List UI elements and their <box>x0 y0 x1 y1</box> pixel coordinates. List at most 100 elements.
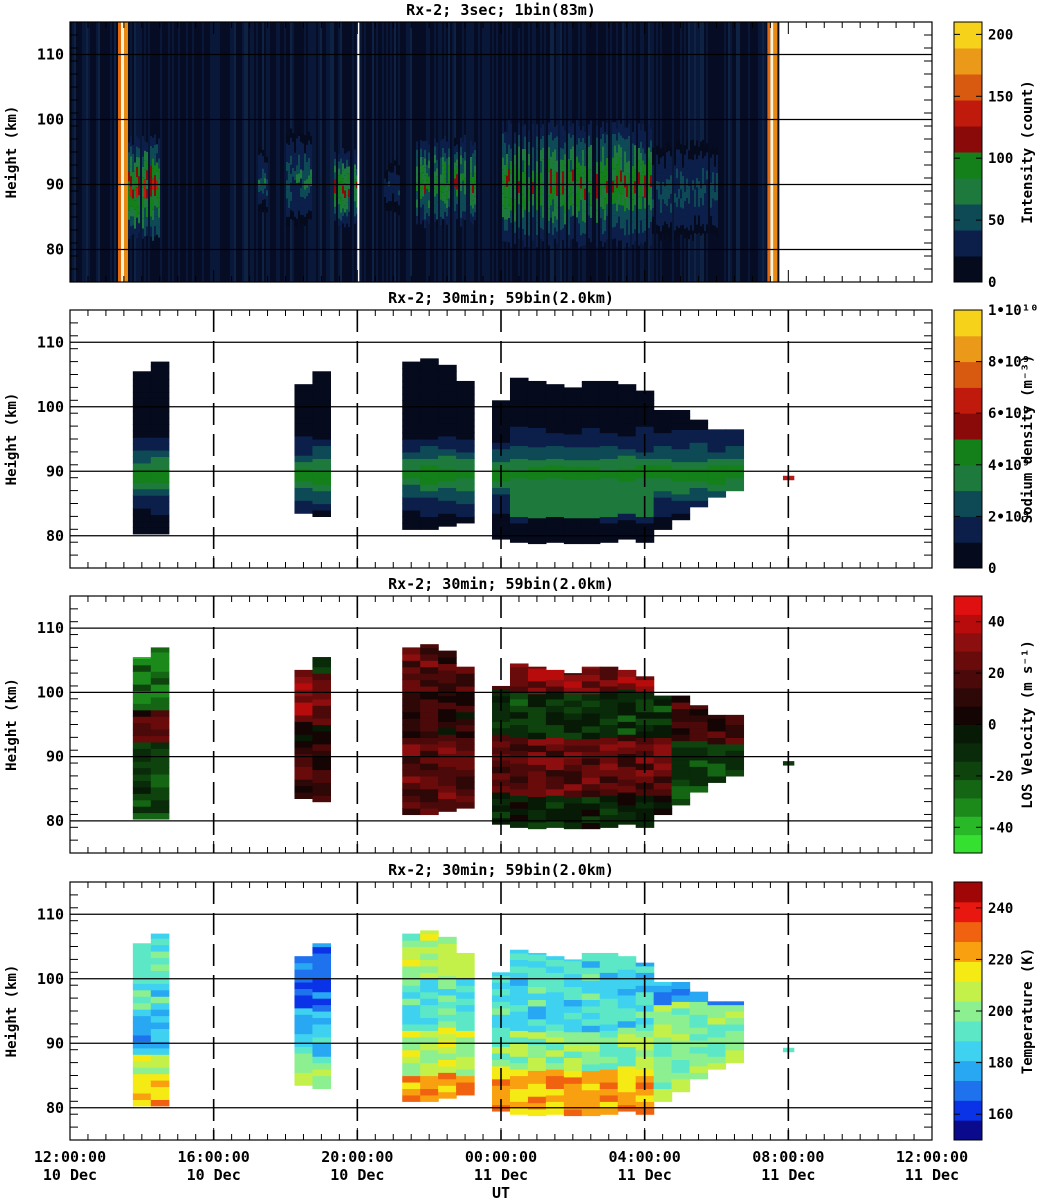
intensity-cell <box>440 174 442 183</box>
intensity-cell <box>462 203 464 212</box>
intensity-cell <box>550 144 552 157</box>
intensity-cell <box>632 154 634 166</box>
intensity-cell <box>710 149 712 158</box>
bin-cell <box>294 1027 314 1035</box>
intensity-cell <box>436 159 438 169</box>
bin-cell <box>653 426 673 434</box>
bin-cell <box>132 970 152 978</box>
bin-cell <box>581 822 601 830</box>
bin-cell <box>294 384 314 392</box>
intensity-cell <box>716 163 718 173</box>
intensity-cell <box>348 151 350 159</box>
bin-cell <box>707 1001 727 1006</box>
intensity-cell <box>292 133 294 142</box>
intensity-cell <box>712 172 714 181</box>
intensity-cell <box>666 206 668 216</box>
intensity-cell <box>338 154 340 162</box>
bin-cell <box>294 1059 314 1067</box>
intensity-cell <box>714 191 716 201</box>
bin-cell <box>599 1088 619 1096</box>
bin-cell <box>150 1092 170 1100</box>
bin-cell <box>581 967 601 975</box>
intensity-cell <box>456 181 458 190</box>
bin-cell <box>438 714 457 722</box>
bin-cell <box>150 475 170 483</box>
intensity-cell <box>440 208 442 217</box>
bin-cell <box>132 391 152 399</box>
intensity-cell <box>448 190 450 199</box>
bin-cell <box>420 795 439 803</box>
intensity-cell <box>560 230 562 242</box>
bin-cell <box>545 516 565 524</box>
intensity-cell <box>552 163 554 176</box>
intensity-cell <box>604 231 606 243</box>
intensity-cell <box>470 148 472 157</box>
bin-cell <box>456 477 475 485</box>
bin-cell <box>527 674 547 682</box>
intensity-cell <box>618 156 620 169</box>
intensity-cell <box>696 140 698 150</box>
bin-cell <box>653 1043 673 1051</box>
colorbar-cell <box>954 779 982 799</box>
bin-cell <box>725 484 745 492</box>
bin-cell <box>132 735 152 743</box>
bin-cell <box>653 782 673 790</box>
intensity-cell <box>344 183 346 191</box>
intensity-cell <box>424 193 426 203</box>
intensity-cell <box>668 218 670 228</box>
intensity-cell <box>618 180 620 193</box>
intensity-cell <box>548 147 550 160</box>
bin-cell <box>402 1017 421 1025</box>
bin-cell <box>294 1046 314 1054</box>
bin-cell <box>707 1036 727 1044</box>
bin-cell <box>617 1007 637 1015</box>
intensity-cell <box>528 223 530 236</box>
intensity-cell <box>612 145 614 158</box>
intensity-cell <box>576 193 578 206</box>
intensity-cell <box>588 192 590 205</box>
intensity-cell <box>662 173 664 183</box>
intensity-cell <box>682 216 684 225</box>
intensity-cell <box>670 165 672 176</box>
intensity-cell <box>640 141 642 153</box>
intensity-cell <box>600 218 602 230</box>
bin-cell <box>402 1036 421 1044</box>
intensity-cell <box>690 149 692 160</box>
y-tick-label: 100 <box>37 970 64 988</box>
bin-cell <box>689 474 709 482</box>
bin-cell <box>438 981 457 990</box>
intensity-cell <box>532 205 534 218</box>
colorbar-tick-label: 0 <box>988 718 996 734</box>
intensity-cell <box>618 192 620 205</box>
twilight-band <box>773 22 778 282</box>
bin-cell <box>671 981 691 990</box>
intensity-cell <box>136 217 138 228</box>
bin-cell <box>563 980 583 988</box>
bin-cell <box>312 943 331 948</box>
intensity-cell <box>626 162 628 174</box>
bin-cell <box>312 445 331 453</box>
bin-cell <box>599 413 619 421</box>
intensity-cell <box>442 174 444 184</box>
intensity-cell <box>668 208 670 219</box>
intensity-cell <box>446 174 448 184</box>
intensity-cell <box>156 198 158 208</box>
bin-cell <box>527 680 547 688</box>
intensity-cell <box>130 206 132 217</box>
intensity-cell <box>606 181 608 193</box>
bin-cell <box>599 666 619 674</box>
intensity-cell <box>158 227 160 238</box>
bin-cell <box>581 1005 601 1013</box>
intensity-cell <box>394 160 396 166</box>
intensity-cell <box>334 206 336 214</box>
intensity-cell <box>694 215 696 225</box>
bin-cell <box>635 490 655 498</box>
bin-cell <box>671 779 691 787</box>
intensity-cell <box>658 155 660 164</box>
bin-cell <box>150 1034 170 1042</box>
bin-cell <box>527 414 547 422</box>
intensity-cell <box>532 170 534 183</box>
intensity-cell <box>644 175 646 187</box>
bin-cell <box>725 1049 745 1057</box>
intensity-cell <box>426 188 428 198</box>
